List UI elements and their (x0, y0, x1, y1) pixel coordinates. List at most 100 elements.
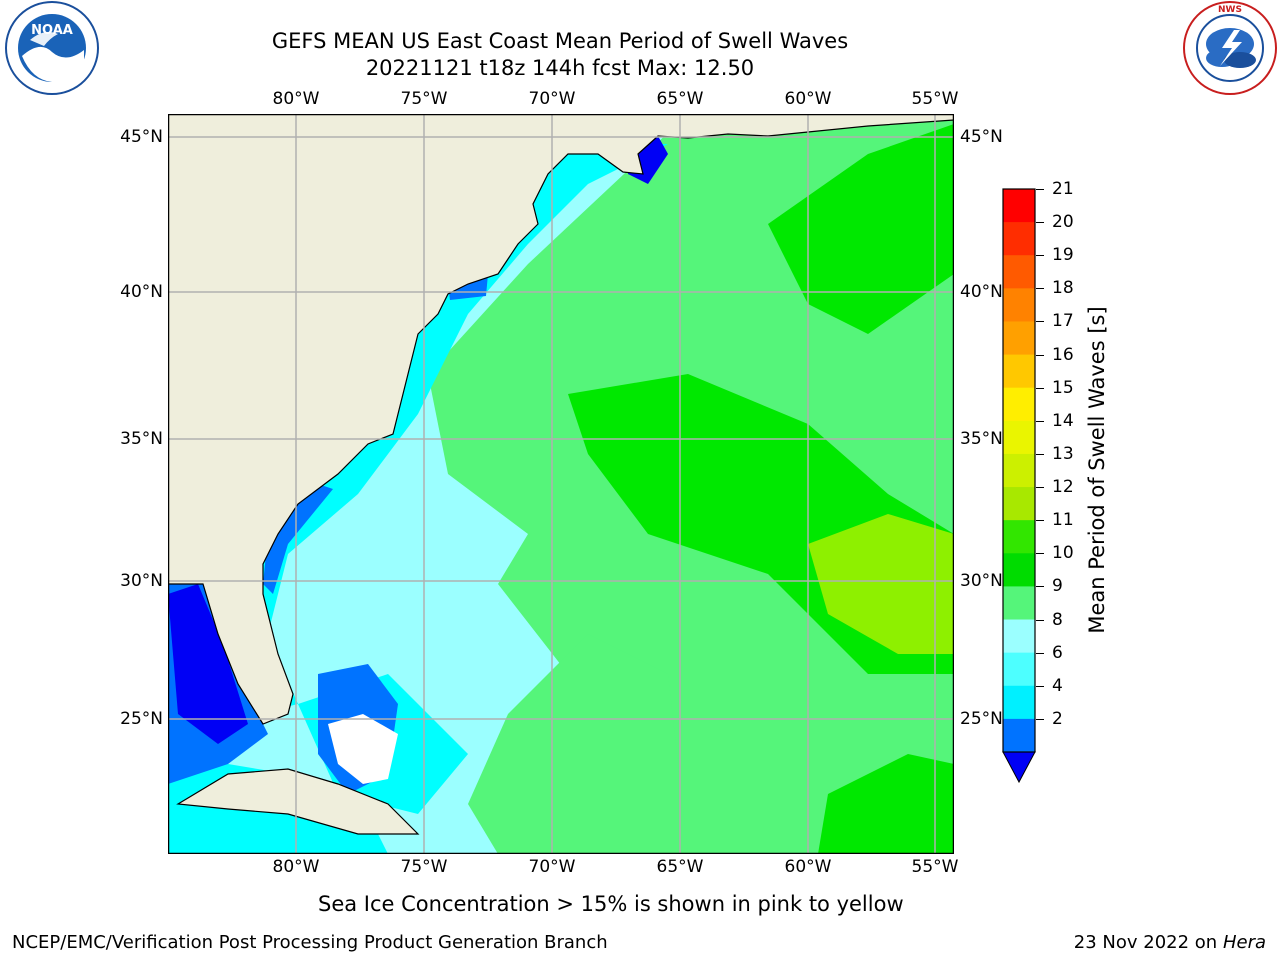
colorbar-tick-label: 14 (1052, 410, 1074, 431)
footer-machine: Hera (1222, 932, 1266, 953)
colorbar-tick-mark (1036, 652, 1044, 654)
swell-zone-yellow-green (808, 514, 954, 654)
colorbar-tick-mark (1036, 685, 1044, 687)
lat-label-right-35n: 35°N (960, 429, 1003, 449)
colorbar-tick-label: 21 (1052, 179, 1074, 199)
colorbar-band (1003, 189, 1035, 223)
noaa-logo-text: NOAA (31, 23, 73, 38)
swell-zone-dark-blue-gulf (168, 584, 248, 744)
colorbar-tick-label: 12 (1052, 477, 1074, 498)
lon-label-top-65w: 65°W (656, 89, 704, 109)
footer-date-text: 23 Nov 2022 on (1073, 932, 1218, 953)
colorbar-tick-mark (1036, 520, 1044, 522)
lon-label-bottom-65w: 65°W (656, 857, 704, 877)
lat-label-left-35n: 35°N (120, 429, 163, 449)
colorbar-band (1003, 520, 1035, 554)
map-gridlines (168, 114, 954, 854)
swell-zone-light-green-south (468, 634, 688, 854)
colorbar-band (1003, 222, 1035, 256)
colorbar-tick-label: 11 (1052, 510, 1074, 531)
colorbar-tick-label: 4 (1052, 675, 1063, 696)
lon-label-top-80w: 80°W (272, 89, 320, 109)
lat-label-right-40n: 40°N (960, 282, 1003, 302)
chart-title-line1: GEFS MEAN US East Coast Mean Period of S… (271, 29, 849, 53)
colorbar-band (1003, 718, 1035, 753)
colorbar-tick-label: 17 (1052, 311, 1074, 332)
colorbar-frame (1002, 188, 1036, 753)
lon-label-bottom-80w: 80°W (272, 857, 320, 877)
swell-zone-green-north (768, 124, 954, 334)
colorbar-tick-mark (1036, 453, 1044, 455)
lon-label-top-75w: 75°W (400, 89, 448, 109)
colorbar-band (1003, 553, 1035, 587)
colorbar-tick-label: 10 (1052, 543, 1074, 564)
colorbar-tick-label: 16 (1052, 344, 1074, 365)
lat-label-right-30n: 30°N (960, 571, 1003, 591)
lon-label-bottom-60w: 60°W (784, 857, 832, 877)
colorbar-tick-label: 18 (1052, 278, 1074, 299)
colorbar-tick-mark (1036, 619, 1044, 621)
footer-date: 23 Nov 2022 on Hera (1074, 932, 1266, 954)
colorbar-band (1003, 288, 1035, 322)
lon-label-top-60w: 60°W (784, 89, 832, 109)
colorbar-band (1003, 487, 1035, 521)
lon-label-bottom-70w: 70°W (528, 857, 576, 877)
lat-label-left-40n: 40°N (120, 282, 163, 302)
lon-label-top-70w: 70°W (528, 89, 576, 109)
colorbar-tick-label: 2 (1052, 708, 1063, 729)
map-frame (168, 114, 954, 854)
colorbar-tick-label: 8 (1052, 609, 1063, 630)
lon-label-top-55w: 55°W (911, 89, 959, 109)
colorbar-tick-mark (1036, 288, 1044, 290)
nws-logo: NWS (1183, 1, 1277, 95)
svg-text:NWS: NWS (1218, 5, 1242, 15)
colorbar-tick-label: 20 (1052, 212, 1074, 233)
colorbar-tick-mark (1036, 321, 1044, 323)
colorbar-band (1003, 619, 1035, 654)
noaa-logo: NOAA (5, 1, 99, 95)
lon-label-bottom-75w: 75°W (400, 857, 448, 877)
colorbar-tick-label: 9 (1052, 576, 1063, 597)
colorbar-bands (1003, 189, 1035, 753)
lat-label-right-45n: 45°N (960, 127, 1003, 147)
colorbar (1002, 188, 1036, 784)
colorbar-tick-mark (1036, 255, 1044, 257)
footer-credit: NCEP/EMC/Verification Post Processing Pr… (12, 932, 608, 953)
colorbar-tick-mark (1036, 553, 1044, 555)
colorbar-tick-label: 15 (1052, 377, 1074, 398)
colorbar-label: Mean Period of Swell Waves [s] (1085, 306, 1109, 634)
colorbar-tick-mark (1036, 189, 1044, 190)
colorbar-extend-arrow (1002, 751, 1036, 784)
colorbar-tick-mark (1036, 387, 1044, 389)
colorbar-tick-mark (1036, 487, 1044, 489)
colorbar-tick-mark (1036, 586, 1044, 588)
colorbar-tick-mark (1036, 222, 1044, 224)
lat-label-right-25n: 25°N (960, 709, 1003, 729)
colorbar-tick-mark (1036, 420, 1044, 422)
colorbar-band (1003, 387, 1035, 422)
chart-title-line2: 20221121 t18z 144h fcst Max: 12.50 (365, 56, 755, 80)
colorbar-band (1003, 453, 1035, 488)
colorbar-tick-label: 6 (1052, 642, 1063, 663)
colorbar-tick-label: 13 (1052, 443, 1074, 464)
swell-period-map (168, 114, 954, 854)
sea-ice-note: Sea Ice Concentration > 15% is shown in … (318, 892, 904, 916)
colorbar-band (1003, 586, 1035, 621)
colorbar-band (1003, 652, 1035, 687)
colorbar-band (1003, 321, 1035, 356)
bahamas-ice-free-shoal (328, 714, 398, 784)
swell-zone-green-south (818, 754, 954, 854)
cuba-land (176, 768, 420, 835)
colorbar-band (1003, 354, 1035, 389)
lon-label-bottom-55w: 55°W (911, 857, 959, 877)
colorbar-band (1003, 255, 1035, 289)
colorbar-band (1003, 420, 1035, 455)
lat-label-left-45n: 45°N (120, 127, 163, 147)
colorbar-band (1003, 685, 1035, 720)
colorbar-tick-mark (1036, 354, 1044, 356)
lat-label-left-30n: 30°N (120, 571, 163, 591)
lat-label-left-25n: 25°N (120, 709, 163, 729)
colorbar-tick-mark (1036, 718, 1044, 720)
swell-zone-blue-carolinas (263, 484, 333, 594)
colorbar-tick-label: 19 (1052, 245, 1074, 266)
